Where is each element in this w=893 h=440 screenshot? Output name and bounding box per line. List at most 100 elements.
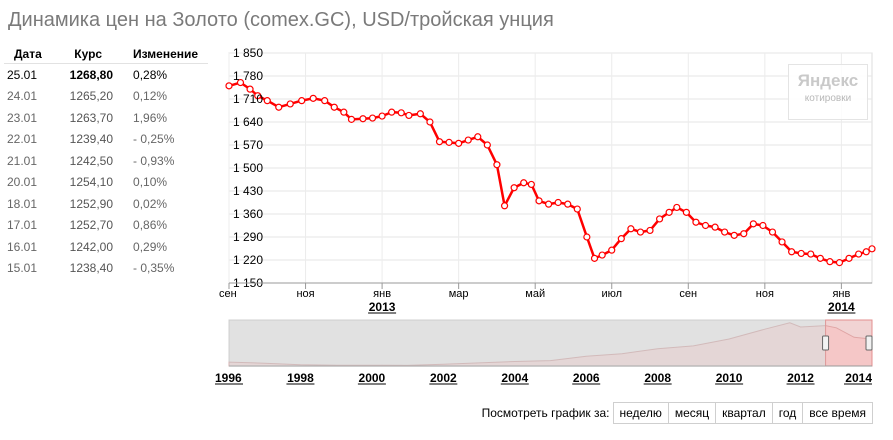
y-tick-labels: 1 850 1 780 1 710 1 640 1 570 1 500 1 430 1 360…: [233, 46, 263, 290]
range-year-button[interactable]: год: [771, 402, 804, 424]
price-point: [464, 136, 472, 144]
price-point: [797, 249, 805, 258]
row-date: 21.01: [7, 153, 38, 168]
range-selector: Посмотреть график за: неделю месяц кварт…: [482, 402, 873, 424]
logo-brand-text: Яндекс: [797, 71, 859, 90]
navigator-year-label: 2014: [845, 371, 872, 385]
x-tick-label: янв: [373, 288, 391, 300]
navigator-year-label: 2004: [501, 371, 528, 385]
navigator-year-label: 2012: [787, 371, 814, 385]
price-point: [426, 118, 434, 126]
price-point: [826, 258, 834, 266]
price-point: [617, 235, 625, 243]
price-point: [544, 200, 553, 208]
range-week-button[interactable]: неделю: [612, 402, 669, 424]
price-point: [359, 115, 367, 123]
price-point: [598, 251, 606, 259]
x-tick-label: сен: [219, 288, 237, 300]
row-date: 25.01: [7, 67, 38, 82]
price-point: [368, 114, 377, 122]
navigator-handle-left[interactable]: [822, 335, 830, 351]
price-point: [608, 246, 616, 254]
price-point: [583, 233, 591, 241]
logo-sub-text: котировки: [804, 93, 852, 104]
price-point: [520, 179, 528, 187]
header-change: Изменение: [132, 46, 199, 61]
table-row: 24.01 1265,20 0,12%: [4, 86, 208, 108]
x-tick-label: янв: [832, 288, 850, 300]
table-row: 15.01 1238,40 - 0,35%: [4, 258, 208, 280]
price-point: [778, 238, 786, 246]
row-rate: 1239,40: [69, 132, 114, 147]
price-point: [636, 228, 645, 236]
price-point: [646, 226, 654, 235]
price-point: [673, 203, 681, 212]
x-year-label: 2013: [369, 300, 396, 314]
navigator-selection[interactable]: [825, 319, 873, 367]
y-tick-label: 1 710: [233, 92, 263, 106]
price-point: [768, 228, 777, 236]
price-point: [474, 133, 482, 141]
table-row: 25.01 1268,80 0,28%: [4, 64, 208, 86]
row-rate: 1252,70: [69, 218, 114, 233]
x-tick-label: сен: [679, 288, 697, 300]
row-change: 1,96%: [133, 110, 168, 125]
row-rate: 1263,70: [69, 110, 114, 125]
navigator[interactable]: 1996 1998 2000 2002 2004 2006 2008 2010 2012 2014: [215, 319, 873, 385]
price-points: [225, 78, 876, 267]
range-month-button[interactable]: месяц: [667, 402, 717, 424]
x-grid: [228, 53, 842, 283]
range-all-button[interactable]: все время: [802, 402, 873, 424]
price-point: [862, 248, 870, 256]
row-change: - 0,93%: [133, 153, 175, 168]
navigator-handle-right[interactable]: [865, 335, 873, 351]
x-tick-label: июл: [601, 288, 622, 300]
row-rate: 1268,80: [69, 67, 114, 82]
row-rate: 1238,40: [69, 261, 114, 276]
table-row: 16.01 1242,00 0,29%: [4, 236, 208, 258]
price-point: [701, 221, 710, 230]
price-point: [692, 218, 700, 226]
row-change: 0,86%: [133, 218, 168, 233]
price-point: [493, 161, 501, 169]
price-point: [868, 245, 876, 253]
table-row: 18.01 1252,90 0,02%: [4, 193, 208, 215]
price-point: [759, 221, 767, 230]
price-point: [845, 254, 853, 262]
navigator-year-labels: 1996 1998 2000 2002 2004 2006 2008 2010 2012 2014: [215, 371, 872, 385]
table-row: 21.01 1242,50 - 0,93%: [4, 150, 208, 172]
table-row: 17.01 1252,70 0,86%: [4, 215, 208, 237]
price-point: [405, 111, 413, 120]
row-date: 15.01: [7, 261, 38, 276]
price-point: [246, 85, 254, 93]
price-point: [340, 108, 348, 116]
header-rate: Курс: [74, 46, 103, 61]
row-date: 16.01: [7, 239, 38, 254]
row-rate: 1242,50: [69, 153, 114, 168]
navigator-year-label: 1998: [287, 371, 314, 385]
range-quarter-button[interactable]: квартал: [715, 402, 773, 424]
price-point: [740, 230, 748, 238]
price-point: [564, 200, 572, 208]
range-caption: Посмотреть график за:: [481, 406, 610, 420]
price-point: [855, 250, 863, 258]
price-point: [483, 141, 491, 149]
main-plot: 1 850 1 780 1 710 1 640 1 570 1 500 1 430 1 360…: [219, 46, 876, 314]
navigator-year-label: 2008: [644, 371, 671, 385]
price-point: [655, 215, 664, 223]
header-date: Дата: [14, 46, 42, 61]
price-point: [254, 92, 262, 100]
price-point: [275, 103, 283, 111]
x-tick-label: ноя: [756, 288, 774, 300]
price-point: [749, 220, 757, 228]
price-point: [263, 97, 271, 105]
price-point: [347, 115, 356, 123]
price-point: [445, 138, 453, 146]
row-date: 18.01: [7, 196, 38, 211]
row-rate: 1242,00: [69, 239, 114, 254]
price-point: [510, 184, 518, 192]
navigator-year-label: 1996: [215, 371, 242, 385]
y-tick-label: 1 360: [233, 207, 263, 221]
